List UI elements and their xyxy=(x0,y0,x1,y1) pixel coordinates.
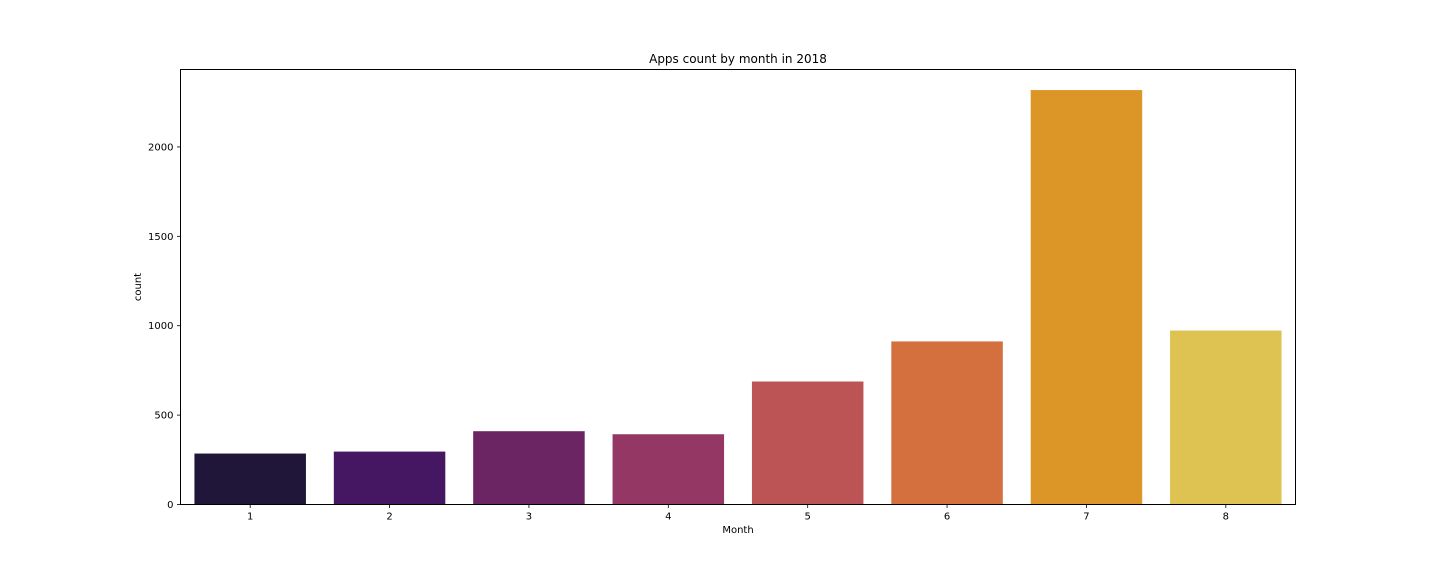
bars-group xyxy=(194,90,1282,505)
x-axis-label: Month xyxy=(722,525,753,536)
bar-month-6 xyxy=(891,341,1003,505)
y-axis-label: count xyxy=(133,273,144,301)
y-tick-label: 2000 xyxy=(148,142,173,153)
bar-month-8 xyxy=(1170,330,1282,505)
plot-frame xyxy=(180,69,1296,505)
x-tick-label: 1 xyxy=(247,512,253,523)
x-tick-label: 8 xyxy=(1223,512,1229,523)
x-tick-label: 6 xyxy=(944,512,950,523)
x-axis: 1 2 3 4 5 6 7 8 xyxy=(247,504,1229,523)
bar-month-5 xyxy=(751,381,864,505)
x-tick-label: 4 xyxy=(665,512,671,523)
chart-title: Apps count by month in 2018 xyxy=(649,52,827,66)
bar-month-4 xyxy=(612,434,725,505)
y-tick-label: 500 xyxy=(154,411,173,422)
x-tick-label: 5 xyxy=(805,512,811,523)
bar-month-1 xyxy=(194,453,306,505)
y-tick-label: 1000 xyxy=(148,321,173,332)
bar-month-2 xyxy=(333,451,446,505)
x-tick-label: 3 xyxy=(526,512,532,523)
bar-month-3 xyxy=(473,431,585,505)
y-tick-label: 1500 xyxy=(148,232,173,243)
bar-month-7 xyxy=(1030,90,1143,505)
x-tick-label: 7 xyxy=(1083,512,1089,523)
y-axis: 0 500 1000 1500 2000 xyxy=(148,142,181,511)
y-tick-label: 0 xyxy=(167,500,173,511)
x-tick-label: 2 xyxy=(386,512,392,523)
